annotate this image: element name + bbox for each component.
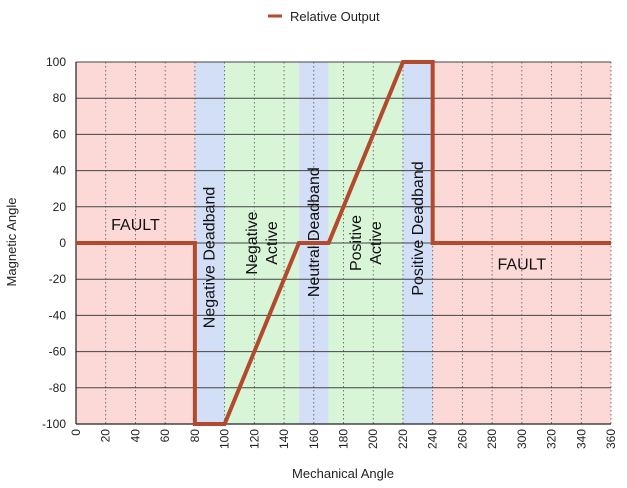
region-label-6: FAULT — [498, 257, 547, 274]
y-tick-label-7: 40 — [53, 164, 67, 178]
y-tick-labels: -100 -80 -60 -40 -20 0 20 40 60 80 100 — [42, 55, 66, 431]
x-tick-label-5: 100 — [218, 429, 232, 449]
x-tick-label-13: 260 — [455, 429, 469, 449]
region-label-6-line-0: FAULT — [498, 257, 547, 274]
x-tick-label-8: 160 — [307, 429, 321, 449]
region-label-2: Negative Active — [244, 211, 281, 274]
region-label-4: Positive Active — [348, 215, 385, 271]
x-tick-label-0: 0 — [69, 429, 83, 436]
x-tick-label-3: 60 — [158, 429, 172, 443]
region-label-0: FAULT — [111, 217, 160, 234]
y-tick-label-1: -80 — [49, 381, 67, 395]
x-tick-label-17: 340 — [574, 429, 588, 449]
x-tick-label-4: 80 — [188, 429, 202, 443]
series-line-0 — [76, 60, 611, 426]
x-tick-label-9: 180 — [337, 429, 351, 449]
x-tick-label-10: 200 — [366, 429, 380, 449]
region-label-2-line-1: Active — [264, 221, 281, 265]
x-tick-label-14: 280 — [485, 429, 499, 449]
x-tick-label-1: 20 — [99, 429, 113, 443]
x-tick-label-15: 300 — [515, 429, 529, 449]
region-label-5: Positive Deadband — [410, 161, 427, 295]
region-label-4-line-1: Active — [368, 221, 385, 265]
y-tick-label-2: -60 — [49, 345, 67, 359]
region-label-4-line-0: Positive — [348, 215, 365, 271]
x-tick-label-12: 240 — [426, 429, 440, 449]
region-label-2-line-0: Negative — [244, 211, 261, 274]
x-tick-label-2: 40 — [128, 429, 142, 443]
y-axis-label: Magnetic Angle — [4, 198, 19, 287]
region-label-3-line-0: Neutral Deadband — [306, 167, 323, 297]
y-tick-label-3: -40 — [49, 308, 67, 322]
x-tick-labels: 0 20 40 60 80 100 120 140 160 180 200 220 240 260 280 3… — [69, 429, 618, 449]
region-label-0-line-0: FAULT — [111, 217, 160, 234]
x-tick-label-18: 360 — [604, 429, 618, 449]
region-label-3: Neutral Deadband — [306, 167, 323, 297]
x-tick-label-7: 140 — [277, 429, 291, 449]
y-tick-label-10: 100 — [46, 55, 66, 69]
series-lines — [76, 60, 611, 426]
y-tick-label-6: 20 — [53, 200, 67, 214]
x-tick-label-6: 120 — [247, 429, 261, 449]
legend: Relative Output — [268, 9, 380, 24]
region-label-1: Negative Deadband — [202, 187, 219, 328]
x-axis-label: Mechanical Angle — [292, 466, 394, 481]
region-labels: FAULT Negative Deadband Negative Active Neut… — [111, 161, 546, 328]
region-label-1-line-0: Negative Deadband — [202, 187, 219, 328]
legend-label: Relative Output — [290, 9, 380, 24]
region-label-5-line-0: Positive Deadband — [410, 161, 427, 295]
y-tick-label-0: -100 — [42, 417, 66, 431]
y-tick-label-8: 60 — [53, 127, 67, 141]
y-tick-label-5: 0 — [59, 236, 66, 250]
y-tick-label-9: 80 — [53, 91, 67, 105]
y-tick-label-4: -20 — [49, 272, 67, 286]
x-tick-label-11: 220 — [396, 429, 410, 449]
x-tick-label-16: 320 — [545, 429, 559, 449]
